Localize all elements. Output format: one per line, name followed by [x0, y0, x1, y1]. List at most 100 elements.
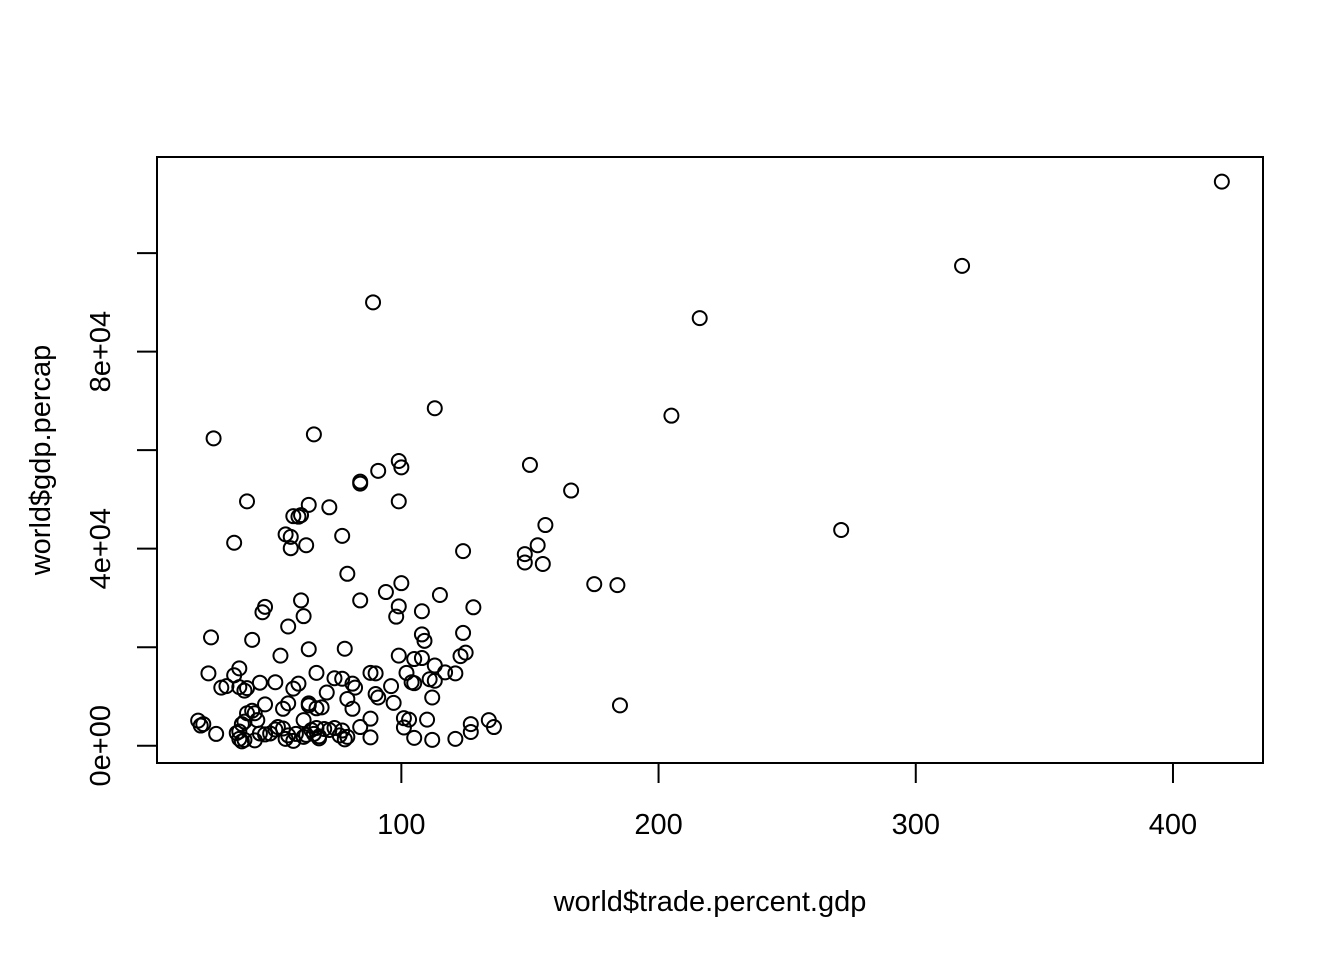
data-point	[300, 641, 317, 658]
data-point	[267, 674, 284, 691]
data-point	[272, 647, 289, 664]
data-point	[295, 608, 312, 625]
data-point	[293, 507, 310, 524]
data-point	[406, 675, 423, 692]
data-point	[200, 665, 217, 682]
data-point	[300, 496, 317, 513]
data-point	[275, 700, 292, 717]
data-point	[236, 682, 253, 699]
data-point	[334, 670, 351, 687]
data-point	[287, 725, 304, 742]
data-point	[308, 664, 325, 681]
data-point	[257, 696, 274, 713]
data-point	[305, 426, 322, 443]
data-point	[318, 684, 335, 701]
data-point	[233, 733, 250, 750]
data-point	[280, 695, 297, 712]
data-point	[447, 730, 464, 747]
data-point	[413, 603, 430, 620]
data-point	[218, 678, 235, 695]
data-point	[406, 729, 423, 746]
data-point	[455, 543, 472, 560]
data-point	[336, 640, 353, 657]
data-point	[370, 462, 387, 479]
x-tick-label: 300	[892, 809, 940, 841]
data-point	[431, 586, 448, 603]
data-point	[377, 584, 394, 601]
y-tick-label: 8e+04	[85, 311, 117, 392]
x-tick-label: 200	[634, 809, 682, 841]
data-point	[516, 554, 533, 571]
data-point	[336, 731, 353, 748]
data-point	[401, 711, 418, 728]
data-point	[267, 721, 284, 738]
data-point	[419, 711, 436, 728]
data-point	[424, 731, 441, 748]
data-point	[516, 546, 533, 563]
data-point	[362, 710, 379, 727]
y-tick-label: 4e+04	[85, 508, 117, 589]
data-point	[231, 723, 248, 740]
data-point	[277, 730, 294, 747]
data-point	[413, 650, 430, 667]
data-point	[537, 517, 554, 534]
data-point	[254, 604, 271, 621]
data-point	[251, 725, 268, 742]
x-axis: 100 200 300 400	[377, 762, 1197, 841]
data-point	[285, 680, 302, 697]
data-point	[239, 493, 256, 510]
data-point	[280, 727, 297, 744]
data-point	[233, 716, 250, 733]
data-point	[208, 725, 225, 742]
x-tick-label: 400	[1149, 809, 1197, 841]
y-tick-label: 0e+00	[85, 705, 117, 786]
data-point	[424, 689, 441, 706]
data-point	[251, 674, 268, 691]
x-axis-label: world$trade.percent.gdp	[553, 886, 867, 918]
data-point	[352, 719, 369, 736]
data-point	[563, 482, 580, 499]
data-points	[190, 173, 1230, 750]
data-point	[383, 678, 400, 695]
data-point	[362, 664, 379, 681]
data-point	[485, 719, 502, 736]
data-point	[347, 679, 364, 696]
data-point	[344, 700, 361, 717]
data-point	[1213, 173, 1230, 190]
data-point	[326, 670, 343, 687]
data-point	[462, 723, 479, 740]
data-point	[833, 521, 850, 538]
data-point	[462, 716, 479, 733]
data-point	[362, 729, 379, 746]
data-point	[586, 576, 603, 593]
data-point	[395, 719, 412, 736]
data-point	[246, 705, 263, 722]
data-point	[339, 690, 356, 707]
data-point	[344, 675, 361, 692]
data-point	[385, 694, 402, 711]
data-point	[465, 599, 482, 616]
data-point	[331, 727, 348, 744]
data-point	[437, 664, 454, 681]
data-point	[370, 689, 387, 706]
data-point	[236, 713, 253, 730]
data-point	[406, 651, 423, 668]
data-point	[521, 456, 538, 473]
data-point	[390, 493, 407, 510]
data-point	[339, 728, 356, 745]
data-point	[609, 577, 626, 594]
data-point	[311, 728, 328, 745]
data-point	[426, 657, 443, 674]
data-point	[388, 608, 405, 625]
data-point	[298, 537, 315, 554]
data-point	[663, 407, 680, 424]
data-point	[367, 686, 384, 703]
data-point	[339, 565, 356, 582]
data-point	[426, 400, 443, 417]
data-point	[195, 716, 212, 733]
data-point	[280, 618, 297, 635]
data-point	[352, 473, 369, 490]
data-point	[226, 534, 243, 551]
data-point	[365, 294, 382, 311]
